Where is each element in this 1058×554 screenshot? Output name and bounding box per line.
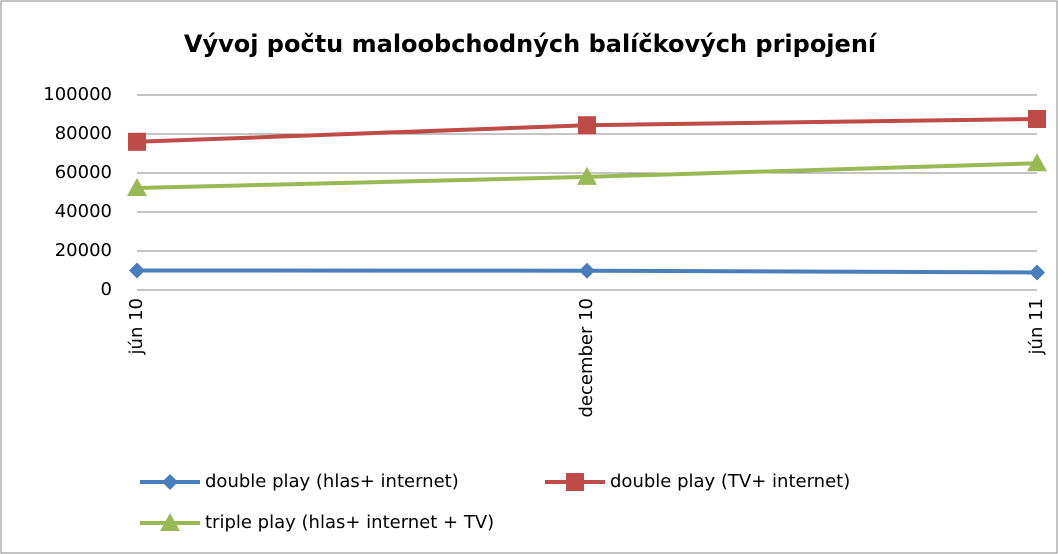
legend-marker (162, 474, 178, 490)
y-tick-label: 100000 (43, 84, 112, 105)
chart-title: Vývoj počtu maloobchodných balíčkových p… (184, 30, 878, 58)
marker (578, 116, 596, 135)
x-tick-label: jún 11 (1026, 298, 1047, 355)
marker (577, 166, 597, 185)
marker (127, 178, 147, 197)
legend-marker (160, 513, 180, 531)
legend-marker (566, 473, 584, 491)
x-tick-label: december 10 (576, 298, 597, 418)
y-tick-label: 0 (101, 279, 112, 300)
legend-label: triple play (hlas+ internet + TV) (205, 512, 494, 533)
marker (1028, 109, 1046, 128)
marker (1027, 153, 1047, 172)
y-tick-label: 80000 (55, 123, 112, 144)
x-tick-label: jún 10 (126, 298, 147, 355)
legend-label: double play (TV+ internet) (610, 471, 850, 492)
marker (579, 262, 595, 279)
marker (129, 262, 145, 279)
marker (1029, 264, 1045, 281)
marker (128, 132, 146, 151)
y-tick-label: 40000 (55, 201, 112, 222)
y-tick-label: 20000 (55, 240, 112, 261)
y-tick-label: 60000 (55, 162, 112, 183)
legend-label: double play (hlas+ internet) (205, 471, 459, 492)
